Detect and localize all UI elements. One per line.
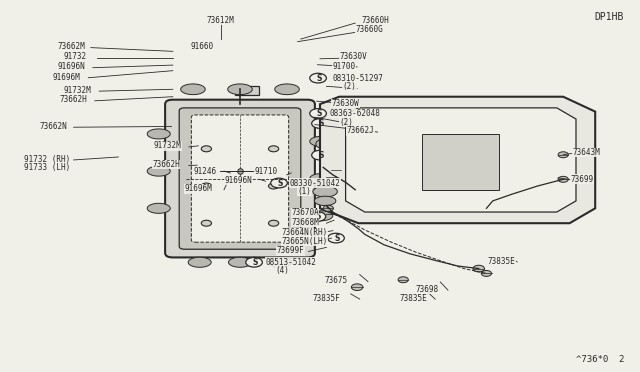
Circle shape [351, 284, 363, 291]
Circle shape [312, 150, 328, 160]
Polygon shape [316, 138, 344, 150]
Text: 73630W: 73630W [332, 99, 359, 108]
Polygon shape [321, 156, 344, 166]
Circle shape [481, 270, 492, 276]
Text: S: S [252, 258, 257, 267]
Circle shape [558, 152, 568, 158]
Text: (1): (1) [298, 187, 312, 196]
Text: DP1HB: DP1HB [595, 12, 624, 22]
Polygon shape [147, 166, 170, 176]
Text: S: S [318, 119, 323, 128]
Text: (2): (2) [339, 118, 353, 126]
Text: 73668M: 73668M [291, 218, 319, 227]
Circle shape [326, 174, 337, 180]
Circle shape [201, 220, 211, 226]
Text: 91246: 91246 [193, 167, 216, 176]
Text: S: S [316, 212, 321, 221]
Text: 73699: 73699 [571, 175, 594, 184]
Text: 73835E: 73835E [400, 294, 428, 303]
Circle shape [312, 119, 328, 128]
Text: 91732M: 91732M [154, 141, 181, 150]
Text: 73643M: 73643M [573, 148, 600, 157]
Text: 91732M: 91732M [64, 86, 92, 94]
Text: (2): (2) [342, 82, 356, 91]
Polygon shape [188, 257, 211, 267]
Circle shape [201, 183, 211, 189]
Text: 08330-51042: 08330-51042 [289, 179, 340, 187]
Circle shape [310, 73, 326, 83]
Text: 73662J: 73662J [347, 126, 374, 135]
Circle shape [323, 205, 333, 211]
Polygon shape [314, 196, 336, 206]
Text: 73664N(RH): 73664N(RH) [282, 228, 328, 237]
Text: 91733 (LH): 91733 (LH) [24, 163, 70, 172]
Polygon shape [228, 84, 252, 94]
Polygon shape [275, 84, 300, 94]
Polygon shape [310, 137, 333, 146]
Polygon shape [310, 211, 333, 221]
FancyBboxPatch shape [165, 100, 315, 257]
Text: 91696N: 91696N [58, 62, 85, 71]
Text: S: S [277, 179, 282, 187]
Circle shape [269, 183, 279, 189]
FancyBboxPatch shape [191, 115, 289, 242]
Circle shape [331, 167, 341, 173]
Polygon shape [320, 97, 595, 223]
Polygon shape [228, 257, 252, 267]
Text: (4): (4) [275, 266, 289, 275]
Text: 73630V: 73630V [339, 52, 367, 61]
Text: 91732 (RH): 91732 (RH) [24, 155, 70, 164]
Text: S: S [318, 151, 323, 160]
Text: 08310-51297: 08310-51297 [333, 74, 383, 83]
Bar [235, 86, 259, 95]
Text: S: S [316, 74, 321, 83]
Text: 73612M: 73612M [207, 16, 235, 25]
Circle shape [246, 257, 262, 267]
Polygon shape [310, 174, 333, 183]
Text: 73662N: 73662N [40, 122, 67, 131]
Text: 91696M: 91696M [184, 185, 212, 193]
Text: 91732: 91732 [64, 52, 87, 61]
Text: 73675: 73675 [324, 276, 348, 285]
Text: 73662H: 73662H [152, 160, 180, 169]
Circle shape [473, 265, 484, 272]
FancyBboxPatch shape [179, 108, 301, 249]
Circle shape [201, 146, 211, 152]
Polygon shape [346, 108, 576, 212]
Text: 08513-51042: 08513-51042 [266, 258, 316, 267]
Text: 91700: 91700 [333, 62, 356, 71]
Text: 91710: 91710 [254, 167, 277, 176]
Circle shape [310, 109, 326, 118]
Polygon shape [313, 186, 337, 197]
Circle shape [558, 176, 568, 182]
Text: 73665N(LH): 73665N(LH) [282, 237, 328, 246]
Polygon shape [147, 129, 170, 139]
Text: 73699F: 73699F [276, 246, 304, 255]
Text: 73660H: 73660H [362, 16, 389, 25]
Text: 08363-62048: 08363-62048 [330, 109, 380, 118]
Polygon shape [269, 257, 292, 267]
Circle shape [269, 146, 279, 152]
Circle shape [398, 277, 408, 283]
Text: 73662H: 73662H [60, 95, 87, 104]
Text: 73835F: 73835F [312, 294, 340, 303]
Text: 91696M: 91696M [52, 73, 80, 81]
Circle shape [269, 220, 279, 226]
Text: ^736*0  2: ^736*0 2 [575, 355, 624, 364]
Polygon shape [180, 84, 205, 94]
Text: 73662M: 73662M [58, 42, 85, 51]
Text: S: S [316, 109, 321, 118]
Text: 91660: 91660 [190, 42, 213, 51]
Text: 73698: 73698 [416, 285, 439, 294]
Circle shape [309, 212, 326, 221]
Text: 73660G: 73660G [355, 25, 383, 34]
Polygon shape [422, 134, 499, 190]
Circle shape [271, 178, 287, 188]
Circle shape [328, 233, 344, 243]
Text: S: S [334, 234, 339, 243]
Text: 73835E: 73835E [488, 257, 515, 266]
Text: 73670A: 73670A [291, 208, 319, 217]
Text: 91696N: 91696N [224, 176, 252, 185]
Polygon shape [147, 203, 170, 213]
